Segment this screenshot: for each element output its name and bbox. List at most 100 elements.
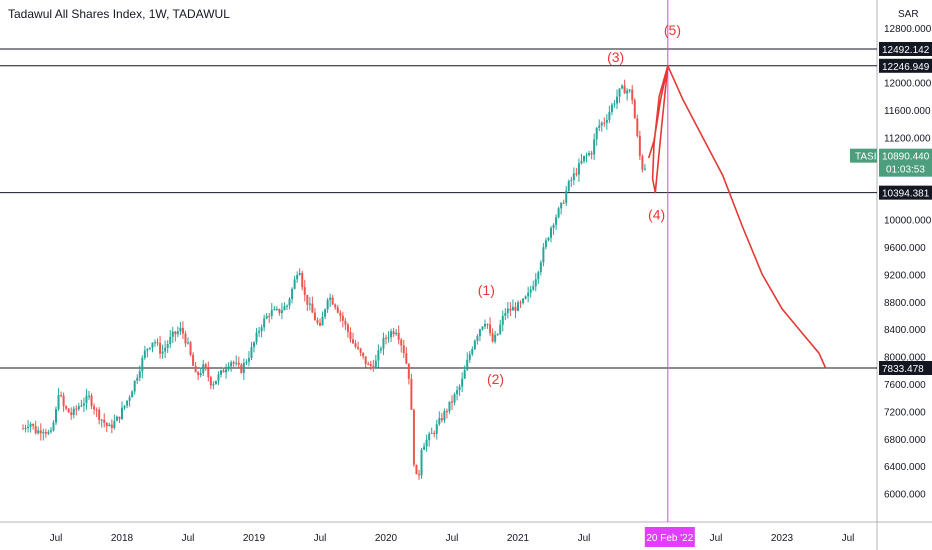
candle xyxy=(570,179,573,181)
candle xyxy=(194,365,197,373)
candle xyxy=(471,349,474,355)
candle xyxy=(585,155,588,157)
candle xyxy=(227,366,230,370)
candle xyxy=(425,439,428,447)
candle xyxy=(85,395,88,404)
symbol-badge xyxy=(850,148,877,163)
candle xyxy=(346,324,349,332)
candle xyxy=(529,289,532,293)
candle xyxy=(156,342,159,344)
candle xyxy=(278,308,281,313)
currency-label: SAR xyxy=(898,9,919,20)
candle xyxy=(514,306,517,311)
candle xyxy=(65,406,68,409)
candle xyxy=(250,347,253,359)
candle xyxy=(443,411,446,421)
y-tick-label: 7600.000 xyxy=(884,380,926,391)
candle xyxy=(184,333,187,344)
candle xyxy=(146,348,149,351)
candle xyxy=(204,364,207,369)
candle xyxy=(187,342,189,344)
candle xyxy=(207,368,210,378)
candle xyxy=(34,425,37,434)
candle xyxy=(362,352,365,357)
candle xyxy=(486,323,489,325)
candle xyxy=(291,288,294,299)
candle xyxy=(466,359,469,370)
candle xyxy=(504,313,507,316)
y-tick-label: 8800.000 xyxy=(884,298,926,309)
candle xyxy=(313,312,316,321)
candle xyxy=(618,88,621,97)
candle xyxy=(412,409,415,465)
candle xyxy=(161,351,164,354)
candle xyxy=(468,354,471,360)
candle xyxy=(258,331,261,333)
level-badge xyxy=(879,58,932,73)
wave-label: (5) xyxy=(664,22,681,38)
candle xyxy=(121,407,123,419)
candle xyxy=(352,339,354,344)
candle xyxy=(463,369,466,379)
candle xyxy=(232,362,235,364)
candle xyxy=(169,336,172,344)
candle xyxy=(369,364,372,366)
candle xyxy=(280,310,283,313)
candle xyxy=(222,370,225,373)
candle xyxy=(42,432,45,434)
candle xyxy=(491,333,494,342)
candle xyxy=(247,358,250,362)
candle xyxy=(555,217,558,225)
candle xyxy=(148,347,151,349)
candle xyxy=(115,416,118,421)
candle xyxy=(496,333,499,335)
candle xyxy=(108,424,111,427)
projection-path[interactable] xyxy=(647,65,827,369)
candle xyxy=(519,302,522,304)
candle xyxy=(484,323,486,327)
candle xyxy=(542,247,545,263)
candle xyxy=(245,361,248,363)
candle xyxy=(113,420,116,428)
candle xyxy=(453,394,456,403)
candle xyxy=(70,412,73,415)
candle xyxy=(633,100,636,119)
y-tick-label: 6400.000 xyxy=(884,462,926,473)
candle xyxy=(567,180,570,191)
chart-title: Tadawul All Shares Index, 1W, TADAWUL xyxy=(8,7,230,21)
y-tick-label: 9200.000 xyxy=(884,270,926,281)
candle xyxy=(395,332,398,335)
y-tick-label: 12000.000 xyxy=(884,79,932,90)
candle xyxy=(105,422,108,427)
candle xyxy=(136,377,139,381)
x-tick-label: Jul xyxy=(842,533,855,544)
candle xyxy=(301,272,304,288)
candle xyxy=(138,371,141,378)
candle xyxy=(22,428,24,430)
candle xyxy=(37,430,40,434)
candle xyxy=(478,329,481,337)
level-badge xyxy=(879,185,932,200)
candle xyxy=(286,305,288,307)
candle xyxy=(52,422,55,431)
x-tick-label: Jul xyxy=(578,533,591,544)
wave-label: (1) xyxy=(478,282,495,298)
candle xyxy=(534,279,537,287)
candle xyxy=(100,419,103,421)
wave-label: (3) xyxy=(607,49,624,65)
candle xyxy=(118,416,121,419)
candle xyxy=(433,432,436,434)
candle xyxy=(27,426,30,428)
candle xyxy=(260,327,263,332)
y-tick-label: 6000.000 xyxy=(884,490,926,501)
candle xyxy=(283,306,286,311)
candle xyxy=(539,262,542,273)
candle xyxy=(329,297,332,300)
candle xyxy=(537,272,540,280)
candle xyxy=(181,327,184,334)
candle xyxy=(240,364,243,373)
candle xyxy=(128,397,131,401)
candle xyxy=(242,362,245,373)
candle xyxy=(560,202,563,209)
